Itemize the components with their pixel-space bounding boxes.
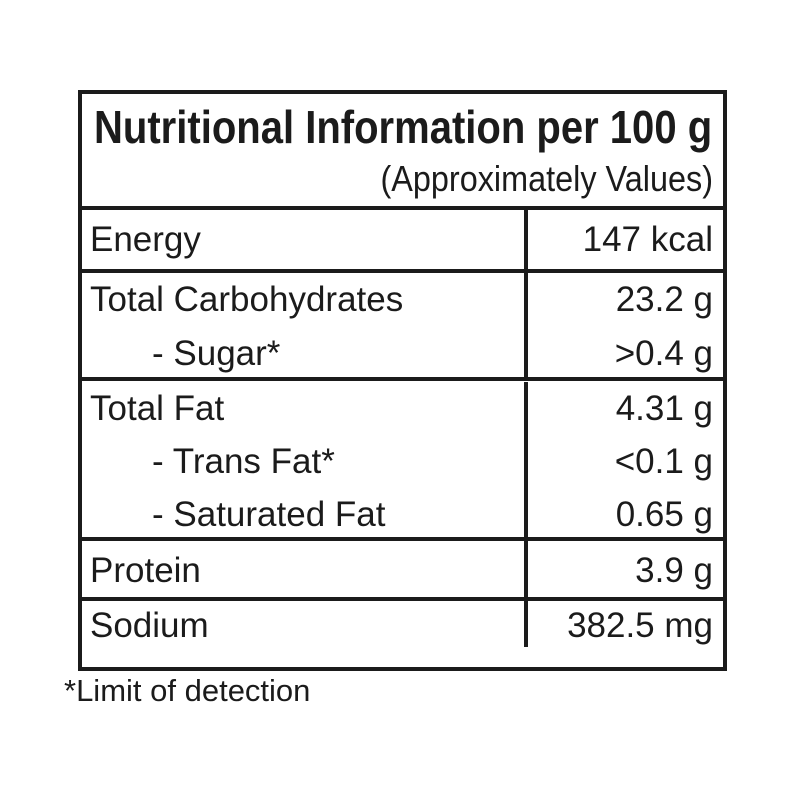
row-subvalue-trans-fat: <0.1 g (614, 442, 713, 481)
table-row-fat: Total Fat - Trans Fat* - Saturated Fat 4… (82, 377, 723, 537)
row-sublabel-saturated-fat: - Saturated Fat (152, 495, 386, 534)
row-label: Sodium (90, 606, 209, 645)
table-row-carbohydrates: Total Carbohydrates - Sugar* 23.2 g >0.4… (82, 269, 723, 377)
footnote-limit-of-detection: *Limit of detection (64, 673, 311, 708)
row-label: Energy (90, 220, 201, 259)
row-value: 3.9 g (635, 551, 713, 590)
table-row-sodium: Sodium 382.5 mg (82, 597, 723, 647)
row-label: Total Fat (90, 389, 225, 428)
table-subtitle: (Approximately Values) (380, 158, 713, 199)
table-row-energy: Energy 147 kcal (82, 210, 723, 269)
row-subvalue-saturated-fat: 0.65 g (615, 495, 713, 534)
row-label: Total Carbohydrates (90, 280, 404, 319)
row-value: 147 kcal (582, 220, 713, 259)
row-label: Protein (90, 551, 201, 590)
table-row-protein: Protein 3.9 g (82, 537, 723, 597)
row-sublabel-trans-fat: - Trans Fat* (152, 442, 335, 481)
nutrition-table: Nutritional Information per 100 g (Appro… (78, 90, 727, 671)
row-value: 4.31 g (615, 389, 713, 428)
table-header: Nutritional Information per 100 g (Appro… (82, 94, 723, 210)
table-title: Nutritional Information per 100 g (94, 101, 713, 153)
row-subvalue-sugar: >0.4 g (614, 334, 713, 373)
row-value: 382.5 mg (567, 606, 713, 645)
row-sublabel-sugar: - Sugar* (152, 334, 281, 373)
row-value: 23.2 g (615, 280, 713, 319)
